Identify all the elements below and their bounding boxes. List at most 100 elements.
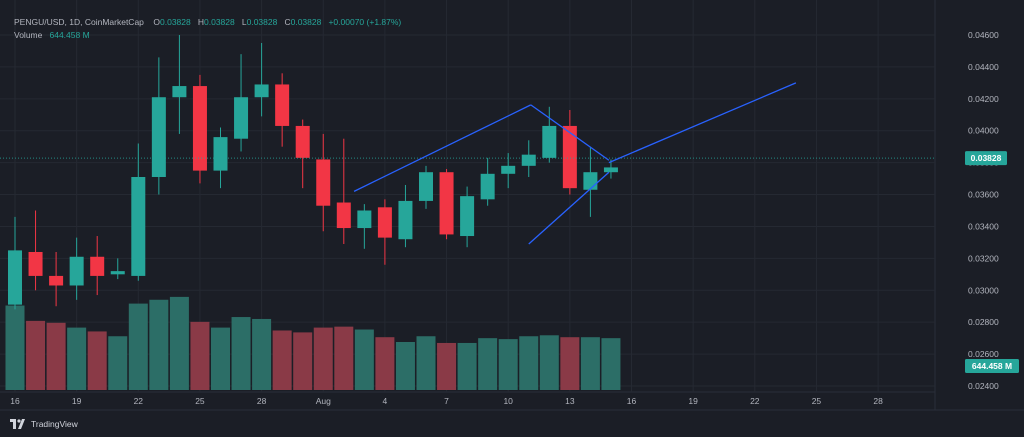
trendline[interactable] [353,104,532,192]
candle-body [49,275,64,286]
time-axis-tick-label: 25 [195,396,205,406]
price-axis-tick-label: 0.04600 [968,30,999,40]
high-key: H [197,17,205,27]
volume-bar[interactable] [354,329,374,390]
candle[interactable] [192,74,207,184]
volume-bar[interactable] [580,337,600,390]
volume-bar[interactable] [149,299,169,390]
candle-body [254,84,269,98]
candle[interactable] [295,119,310,189]
volume-bar[interactable] [5,305,25,390]
trendline[interactable] [608,82,797,164]
candle-body [439,172,454,235]
volume-bar[interactable] [46,322,66,390]
candle-body [172,86,187,98]
volume-badge: 644.458 M [965,359,1019,373]
candle-body [213,137,228,171]
candle[interactable] [377,199,392,265]
candle[interactable] [172,35,187,134]
volume-bar[interactable] [601,338,621,390]
candle[interactable] [562,109,577,195]
candle-body [151,97,166,177]
candle[interactable] [439,169,454,240]
volume-bar[interactable] [231,317,251,390]
candle-body [316,159,331,206]
time-axis-tick-label: 19 [688,396,698,406]
candle-body [295,125,310,158]
volume-bar[interactable] [169,296,189,390]
volume-bar[interactable] [539,335,559,390]
candle[interactable] [336,138,351,245]
volume-bar[interactable] [128,303,148,390]
candle-body [8,250,22,305]
trendline[interactable] [530,104,610,161]
legend-volume-row: Volume 644.458 M [14,29,401,42]
price-axis-tick-label: 0.04000 [968,126,999,136]
candle[interactable] [131,143,146,281]
candle[interactable] [234,54,249,152]
volume-bar[interactable] [375,337,395,390]
candle[interactable] [501,153,516,189]
volume-bar[interactable] [457,342,477,390]
candle-body [603,167,618,173]
volume-bar[interactable] [395,342,415,390]
candle[interactable] [110,258,125,280]
candle[interactable] [357,204,372,249]
volume-bar[interactable] [272,330,292,390]
price-axis-tick-label: 0.04200 [968,94,999,104]
candle[interactable] [28,210,43,291]
volume-bar[interactable] [67,327,87,390]
candle-body [419,172,433,201]
candle[interactable] [542,106,557,163]
volume-bar[interactable] [190,321,210,390]
volume-bar[interactable] [519,336,539,390]
tradingview-branding[interactable]: TradingView [10,416,78,432]
time-axis-tick-label: 28 [873,396,883,406]
candle[interactable] [275,73,290,147]
volume-bar[interactable] [108,336,128,390]
volume-bar[interactable] [478,338,498,390]
time-axis-tick-label: Aug [316,396,331,406]
candle[interactable] [398,184,413,248]
low-value: 0.03828 [246,17,278,27]
low-key: L [241,17,247,27]
volume-bar[interactable] [87,331,107,390]
candle[interactable] [316,133,331,232]
close-value: 0.03828 [290,17,322,27]
candle[interactable] [151,57,166,195]
volume-bar[interactable] [437,342,457,390]
volume-bar[interactable] [416,336,436,390]
time-axis-tick-label: 16 [10,396,20,406]
candle-body [521,154,536,166]
candle[interactable] [603,159,618,179]
candle[interactable] [419,165,433,209]
candle[interactable] [8,216,22,310]
time-axis-tick-label: 16 [627,396,637,406]
high-value: 0.03828 [204,17,235,27]
volume-bar[interactable] [26,320,46,390]
price-axis-tick-label: 0.03200 [968,253,999,263]
candle[interactable] [460,186,475,248]
volume-bar[interactable] [313,327,333,390]
volume-bar[interactable] [211,327,230,390]
candle[interactable] [480,157,495,206]
candle-body [542,125,557,158]
trendline[interactable] [528,171,610,245]
volume-bar[interactable] [498,339,518,390]
candle[interactable] [49,251,64,307]
time-axis-tick-label: 25 [812,396,822,406]
candle[interactable] [213,127,228,189]
candle[interactable] [69,237,84,300]
volume-bar[interactable] [334,326,354,390]
volume-bar[interactable] [252,318,272,390]
price-axis-tick-label: 0.02400 [968,381,999,391]
price-axis-tick-label: 0.02800 [968,317,999,327]
candle[interactable] [90,236,105,296]
candle[interactable] [254,42,269,117]
open-value: 0.03828 [160,17,191,27]
volume-bar[interactable] [560,337,580,390]
volume-bar[interactable] [293,332,313,390]
chart-legend: PENGU/USD, 1D, CoinMarketCap O0.03828 H0… [14,16,401,42]
